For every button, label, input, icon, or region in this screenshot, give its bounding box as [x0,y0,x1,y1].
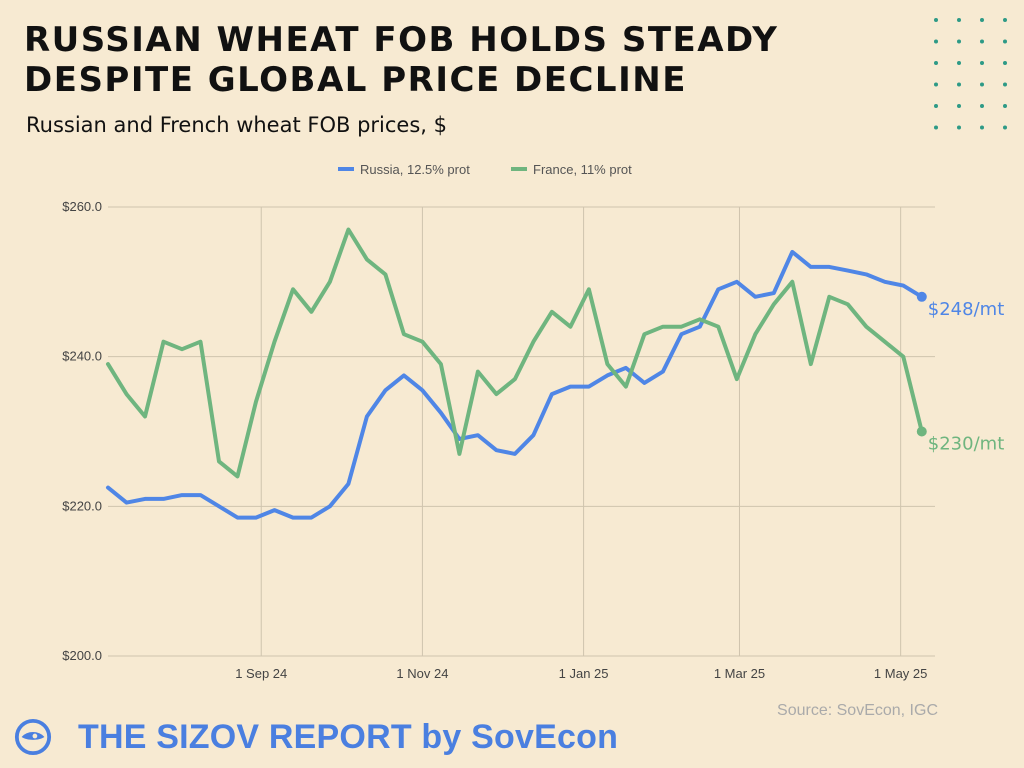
decorative-dot [980,82,984,87]
series-line-france [106,227,924,479]
x-tick-label: 1 Nov 24 [396,666,448,681]
chart-gridlines [108,206,935,657]
decorative-dot [957,18,961,22]
decorative-dot [934,18,938,22]
x-axis-ticks: 1 Sep 24 1 Nov 24 1 Jan 25 1 Mar 25 1 May 25 [235,666,927,681]
source-note: Source: SovEcon, IGC [777,702,938,719]
brand-text: THE SIZOV REPORT by SovEcon [78,717,619,756]
y-tick-label: $240.0 [62,349,102,364]
decorative-dot [980,104,984,108]
decorative-dot [934,82,938,87]
legend-label: France, 11% prot [533,162,632,177]
decorative-dot [934,39,938,44]
x-tick-label: 1 Jan 25 [559,666,609,681]
y-tick-label: $200.0 [62,648,102,663]
x-tick-label: 1 Sep 24 [235,666,287,681]
y-tick-label: $220.0 [62,498,102,513]
decorative-dot [1003,104,1007,108]
chart-title-line-1: RUSSIAN WHEAT FOB HOLDS STEADY [24,20,779,60]
x-tick-label: 1 Mar 25 [714,666,765,681]
series-end-label: $248/mt [928,299,1004,320]
series-end-point [916,291,927,302]
line-chart: $260.0 $240.0 $220.0 $200.0 1 Sep 24 1 Nov 2… [62,162,1004,681]
decorative-dot [1003,39,1007,44]
sovecon-logo-icon [14,718,52,756]
series-line-russia [106,249,924,520]
decorative-dot [980,18,984,22]
decorative-dot [1003,61,1007,65]
legend-label: Russia, 12.5% prot [360,162,470,177]
chart-title: RUSSIAN WHEAT FOB HOLDS STEADY DESPITE G… [24,20,904,100]
decorative-dot [1003,18,1007,22]
x-tick-label: 1 May 25 [874,666,927,681]
chart-subtitle: Russian and French wheat FOB prices, $ [26,113,447,137]
decorative-dot-grid-icon [934,18,1007,130]
brand-footer: THE SIZOV REPORT by SovEcon [14,712,618,762]
chart-legend: Russia, 12.5% prot France, 11% prot [338,162,632,177]
decorative-dot [957,82,961,87]
decorative-dot [957,39,961,44]
decorative-dot [1003,125,1007,130]
chart-series: $248/mt $230/mt [106,227,1004,520]
y-axis-ticks: $260.0 $240.0 $220.0 $200.0 [62,199,102,663]
y-tick-label: $260.0 [62,199,102,214]
decorative-dot [980,39,984,44]
series-end-point [916,426,927,437]
decorative-dot [934,125,938,130]
decorative-dot [1003,82,1007,87]
decorative-dot [957,61,961,65]
decorative-dot [934,104,938,108]
series-end-label: $230/mt [928,434,1004,455]
chart-title-line-2: DESPITE GLOBAL PRICE DECLINE [24,60,687,100]
decorative-dot [957,125,961,130]
decorative-dot [980,61,984,65]
decorative-dot [980,125,984,130]
decorative-dot [934,61,938,65]
decorative-dot [957,104,961,108]
